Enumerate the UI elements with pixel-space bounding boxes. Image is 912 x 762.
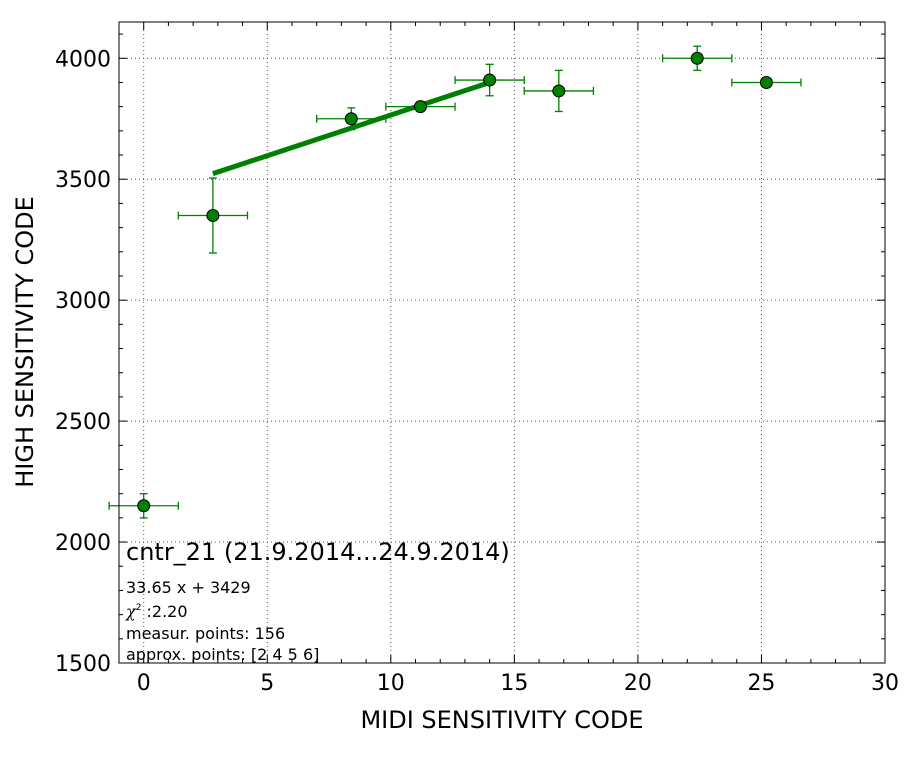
tick-labels: 0 5 10 15 20 25 30 1500 2000 2500 3000 3500 4000 — [55, 47, 899, 696]
y-tick-label: 2000 — [55, 531, 111, 556]
y-tick-label: 2500 — [55, 410, 111, 435]
y-tick-label: 3500 — [55, 168, 111, 193]
data-point — [690, 51, 704, 65]
annotation-chi2: χ2 :2.20 — [125, 602, 188, 621]
data-point — [344, 112, 358, 126]
ticks — [119, 22, 886, 664]
chi2-value: :2.20 — [141, 602, 187, 621]
y-tick-label: 3000 — [55, 289, 111, 314]
x-tick-label: 30 — [871, 671, 899, 696]
x-tick-label: 10 — [377, 671, 405, 696]
chi2-symbol: χ — [125, 602, 137, 621]
data-point — [206, 209, 220, 223]
y-tick-label: 4000 — [55, 47, 111, 72]
data-point — [552, 84, 566, 98]
data-point — [483, 73, 497, 87]
x-axis-label: MIDI SENSITIVITY CODE — [360, 706, 643, 734]
x-tick-label: 25 — [747, 671, 775, 696]
data-point — [137, 499, 151, 513]
chi2-superscript: 2 — [136, 603, 142, 613]
data-point — [759, 75, 773, 89]
annotation-title: cntr_21 (21.9.2014...24.9.2014) — [126, 538, 510, 566]
annotation-measur-points: measur. points: 156 — [126, 624, 285, 643]
y-axis-label: HIGH SENSITIVITY CODE — [11, 196, 39, 488]
plot-frame — [118, 21, 886, 664]
annotation-approx-points: approx. points: [2 4 5 6] — [126, 645, 319, 664]
data-point — [413, 100, 427, 114]
points-layer — [108, 45, 802, 519]
x-tick-label: 15 — [500, 671, 528, 696]
x-tick-label: 0 — [137, 671, 151, 696]
x-tick-label: 5 — [260, 671, 274, 696]
y-tick-label: 1500 — [55, 652, 111, 677]
x-tick-label: 20 — [624, 671, 652, 696]
annotation-equation: 33.65 x + 3429 — [126, 578, 251, 597]
grid — [119, 22, 885, 663]
